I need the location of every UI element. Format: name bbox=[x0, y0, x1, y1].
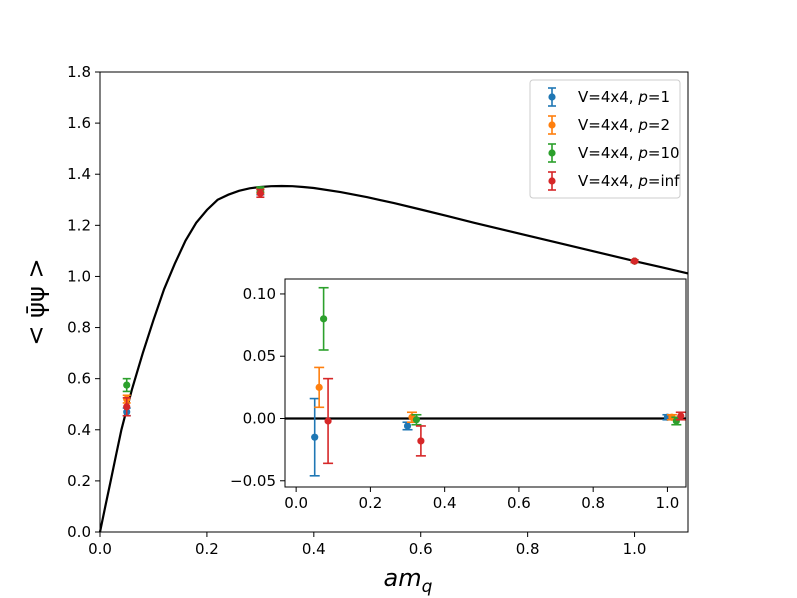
inset-series-4-pt-1-point bbox=[324, 417, 332, 425]
inset-axes-frame bbox=[284, 278, 687, 488]
x-axis-label: amq bbox=[384, 564, 433, 597]
y-tick-label: 0.2 bbox=[67, 472, 91, 490]
legend-marker-point bbox=[548, 93, 556, 101]
x-tick-label: 0.4 bbox=[302, 540, 326, 558]
legend: V=4x4, p=1 V=4x4, p=2 V=4x4, p=10 V=4x4, p=… bbox=[529, 79, 681, 199]
x-tick-label: 0.8 bbox=[516, 540, 540, 558]
x-tick-label: 0.0 bbox=[88, 540, 112, 558]
inset-y-tick-label: 0.00 bbox=[243, 409, 276, 427]
inset-series-4-pt-2-point bbox=[417, 437, 425, 445]
y-tick-label: 1.4 bbox=[67, 165, 91, 183]
y-tick-label: 1.8 bbox=[67, 63, 91, 81]
y-tick-label: 1.6 bbox=[67, 114, 91, 132]
y-tick-label: 0.8 bbox=[67, 319, 91, 337]
inset-x-tick-label: 0.4 bbox=[433, 494, 457, 512]
inset-series-4-pt-3-point bbox=[677, 412, 685, 420]
inset-series-2-pt-1-point bbox=[315, 383, 323, 391]
y-axis-label: < ψ̄ψ > bbox=[22, 258, 50, 345]
inset-series-1-pt-1-point bbox=[311, 433, 319, 441]
y-tick-label: 0.0 bbox=[67, 523, 91, 541]
legend-marker-point bbox=[548, 149, 556, 157]
inset-series-3-pt-1-point bbox=[320, 315, 328, 323]
y-tick-label: 1.2 bbox=[67, 216, 91, 234]
inset-y-tick-label: 0.05 bbox=[243, 347, 276, 365]
inset-x-tick-label: 0.2 bbox=[358, 494, 382, 512]
main-series-3-pt-1-point bbox=[123, 381, 131, 389]
main-series-4-pt-3-point bbox=[630, 257, 639, 265]
legend-entry-4: V=4x4, p=inf bbox=[578, 172, 680, 190]
inset-x-tick-label: 1.0 bbox=[656, 494, 680, 512]
legend-box bbox=[529, 79, 681, 199]
legend-entry-1: V=4x4, p=1 bbox=[578, 88, 670, 106]
legend-marker-point bbox=[548, 121, 556, 129]
legend-marker-point bbox=[548, 177, 556, 185]
main-series-4-pt-2-point bbox=[256, 189, 264, 197]
fit-curve bbox=[98, 184, 689, 533]
x-tick-label: 0.2 bbox=[195, 540, 219, 558]
inset-series-1-pt-2-point bbox=[403, 422, 412, 430]
y-tick-label: 0.6 bbox=[67, 370, 91, 388]
legend-entry-2: V=4x4, p=2 bbox=[578, 116, 670, 134]
inset-x-tick-label: 0.0 bbox=[284, 494, 308, 512]
inset-plot-area bbox=[285, 279, 686, 487]
inset-x-tick-label: 0.6 bbox=[507, 494, 531, 512]
y-tick-label: 0.4 bbox=[67, 421, 91, 439]
x-tick-label: 0.6 bbox=[409, 540, 433, 558]
main-series-4-pt-1-point bbox=[123, 403, 131, 411]
main-axes-frame bbox=[99, 71, 689, 533]
inset-y-tick-label: 0.10 bbox=[243, 285, 276, 303]
legend-entry-3: V=4x4, p=10 bbox=[578, 144, 680, 162]
inset-y-tick-label: −0.05 bbox=[230, 472, 276, 490]
y-tick-label: 1.0 bbox=[67, 267, 91, 285]
inset-series-3-pt-2-point bbox=[412, 416, 421, 424]
inset-x-tick-label: 0.8 bbox=[581, 494, 605, 512]
x-tick-label: 1.0 bbox=[623, 540, 647, 558]
inset-plot: 0.0 0.2 0.4 0.6 0.8 1.0 −0.05 0.00 0.05 0.10 bbox=[230, 278, 687, 512]
